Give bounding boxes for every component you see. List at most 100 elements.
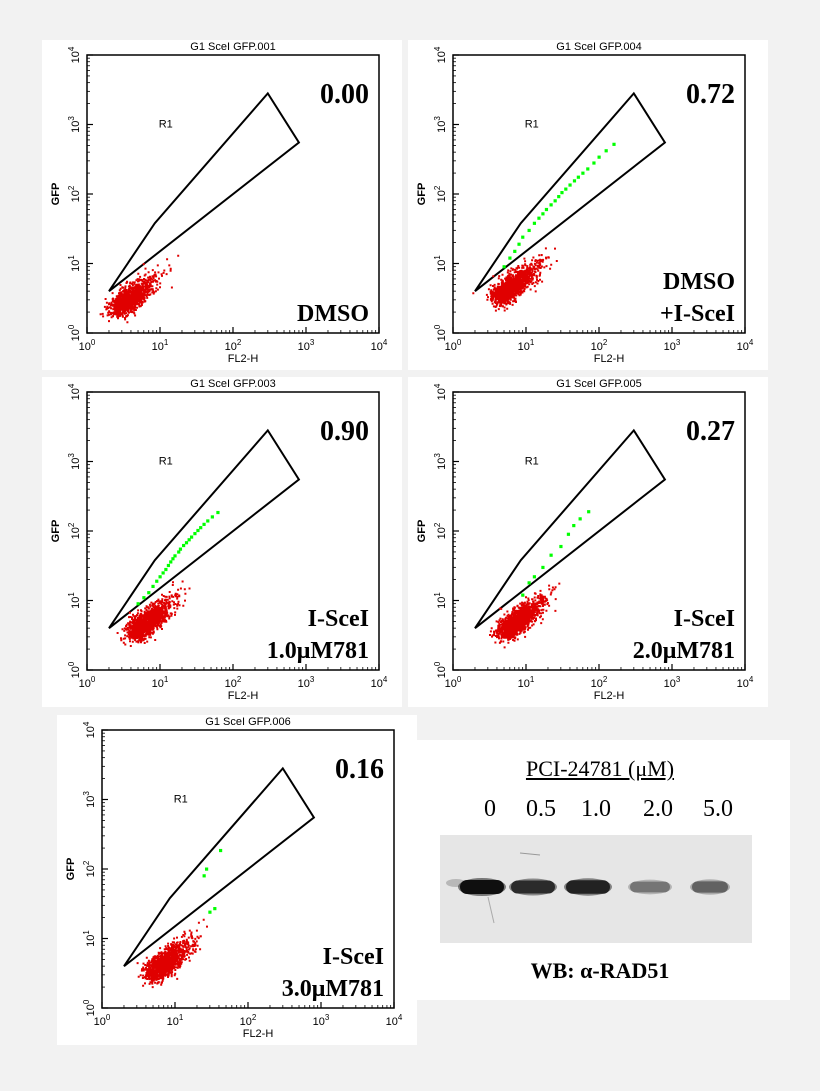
- gated-event-point: [210, 515, 214, 519]
- x-axis-label: FL2-H: [243, 1028, 274, 1040]
- x-axis-label: FL2-H: [228, 690, 259, 702]
- gated-event-point: [521, 235, 525, 239]
- gate-percentage: 0.00: [320, 79, 369, 110]
- gated-event-point: [517, 242, 521, 246]
- x-tick-label: 101: [518, 675, 535, 690]
- y-tick-label: 100: [433, 661, 448, 678]
- x-tick-label: 104: [386, 1013, 403, 1028]
- gated-event-point: [177, 550, 181, 554]
- gated-event-point: [541, 565, 545, 570]
- facs-panel-dmso-isce1: G1 SceI GFP.004 100 100 101 101 102 102 103 103 1…: [408, 40, 768, 370]
- gate-r1: [108, 91, 301, 292]
- x-axis-label: FL2-H: [228, 353, 259, 365]
- y-axis-label: GFP: [50, 183, 62, 206]
- y-axis-label: GFP: [416, 520, 428, 543]
- gate-label: R1: [159, 119, 173, 131]
- gated-event-point: [572, 179, 577, 183]
- gated-event-point: [527, 581, 531, 585]
- x-tick-label: 104: [371, 675, 388, 690]
- gated-event-point: [508, 256, 512, 260]
- gated-event-point: [549, 203, 553, 207]
- gated-event-point: [612, 142, 616, 146]
- x-tick-label: 101: [167, 1013, 184, 1028]
- wb-concentration-label: 2.0: [643, 796, 673, 822]
- condition-label: 2.0μM781: [633, 638, 735, 664]
- condition-label: I-SceI: [674, 606, 735, 632]
- facs-panel-isce1-3uM: G1 SceI GFP.006 100 100 101 101 102 102 103 103 1…: [57, 715, 417, 1045]
- gated-event-point: [216, 510, 220, 515]
- gate-label: R1: [174, 794, 188, 806]
- ungated-events: [472, 247, 558, 312]
- gated-event-point: [557, 195, 561, 199]
- y-tick-label: 100: [433, 324, 448, 341]
- y-tick-label: 103: [433, 116, 448, 133]
- gate-r1: [123, 766, 316, 967]
- gated-event-point: [202, 874, 206, 878]
- y-tick-label: 104: [82, 721, 97, 738]
- x-tick-label: 102: [591, 338, 608, 353]
- ungated-event-cloud: [472, 247, 558, 312]
- western-blot-panel: PCI-24781 (μM) 0 0.5 1.0 2.0 5.0 WB: α-R…: [410, 740, 790, 1000]
- gated-event-point: [502, 265, 506, 269]
- gated-event-point: [541, 212, 545, 216]
- x-tick-label: 101: [518, 338, 535, 353]
- y-tick-label: 100: [67, 324, 82, 341]
- gated-event-point: [164, 567, 168, 572]
- wb-concentration-label: 0.5: [526, 796, 556, 822]
- y-tick-label: 104: [433, 46, 448, 63]
- gated-event-point: [560, 191, 564, 195]
- condition-label: I-SceI: [308, 606, 369, 632]
- condition-label: I-SceI: [323, 944, 384, 970]
- x-tick-label: 104: [371, 338, 388, 353]
- gated-event-point: [161, 571, 165, 575]
- x-tick-label: 102: [591, 675, 608, 690]
- gated-event-point: [597, 155, 601, 159]
- y-tick-label: 103: [67, 453, 82, 470]
- wb-concentration-label: 0: [484, 796, 496, 822]
- ungated-events: [116, 580, 191, 647]
- x-tick-label: 103: [298, 338, 315, 353]
- x-tick-label: 101: [152, 675, 169, 690]
- plot-title: G1 SceI GFP.004: [556, 41, 641, 53]
- condition-label: DMSO: [663, 269, 735, 295]
- y-tick-label: 102: [82, 860, 97, 877]
- plot-title: G1 SceI GFP.003: [190, 378, 275, 390]
- facs-panel-isce1-1uM: G1 SceI GFP.003 100 100 101 101 102 102 103 103 1…: [42, 377, 402, 707]
- gated-event-point: [604, 149, 608, 153]
- ungated-events: [489, 582, 561, 649]
- y-tick-label: 102: [433, 522, 448, 539]
- gated-event-point: [587, 510, 591, 514]
- gated-event-point: [155, 579, 159, 583]
- gated-events: [502, 142, 616, 269]
- x-tick-label: 102: [240, 1013, 257, 1028]
- blot-band: [630, 881, 670, 893]
- x-tick-label: 102: [225, 338, 242, 353]
- gate-percentage: 0.72: [686, 79, 735, 110]
- gated-event-point: [532, 575, 537, 579]
- y-tick-label: 104: [67, 46, 82, 63]
- gated-event-point: [169, 560, 173, 564]
- gated-event-point: [206, 519, 210, 523]
- blot-scratch: [519, 852, 541, 856]
- y-tick-label: 101: [433, 592, 448, 609]
- gated-event-point: [537, 216, 541, 220]
- gated-event-point: [532, 221, 537, 225]
- gated-event-point: [581, 171, 585, 175]
- y-tick-label: 103: [82, 791, 97, 808]
- gated-event-point: [147, 591, 151, 595]
- gated-event-point: [553, 199, 557, 203]
- plot-title: G1 SceI GFP.006: [205, 716, 290, 728]
- gated-event-point: [173, 554, 177, 558]
- gated-event-point: [527, 228, 531, 233]
- gated-event-point: [568, 183, 572, 187]
- ungated-event-cloud: [489, 582, 561, 649]
- gated-event-point: [187, 538, 191, 542]
- gated-event-point: [576, 175, 580, 179]
- blot-band: [692, 881, 728, 893]
- facs-panel-isce1-2uM: G1 SceI GFP.005 100 100 101 101 102 102 103 103 1…: [408, 377, 768, 707]
- blot-scratch: [487, 896, 495, 924]
- gated-event-point: [578, 517, 582, 521]
- facs-panel-dmso: G1 SceI GFP.001 100 100 101 101 102 102 103 103 1…: [42, 40, 402, 370]
- gate-percentage: 0.27: [686, 416, 735, 447]
- y-tick-label: 101: [67, 592, 82, 609]
